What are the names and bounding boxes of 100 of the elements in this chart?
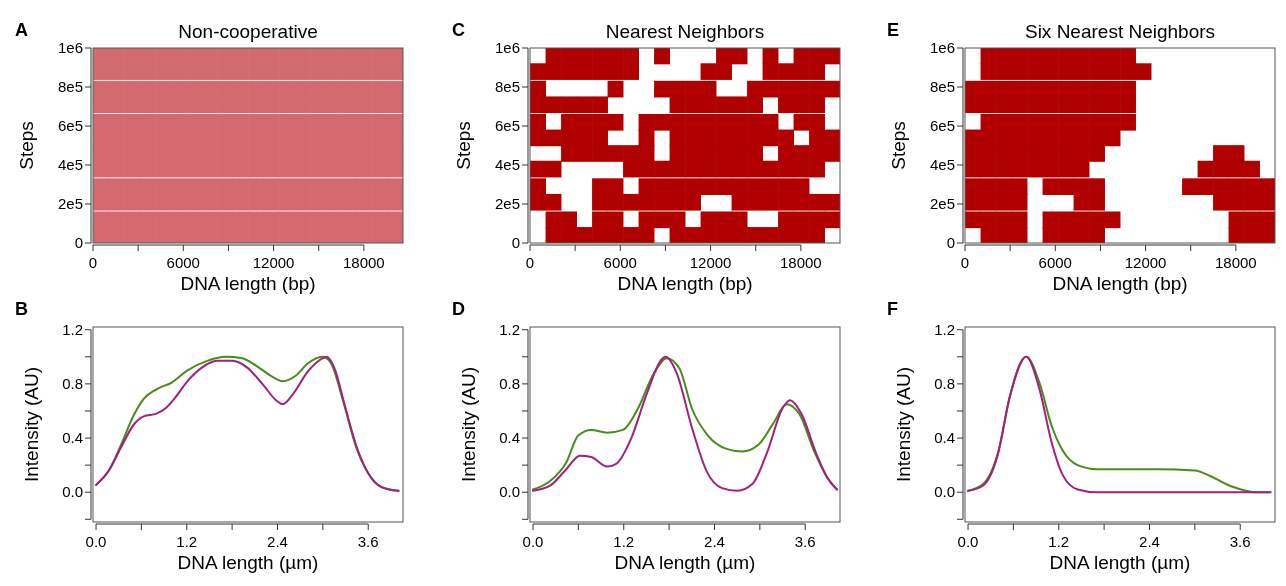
point (809, 227, 825, 243)
chart-title: Nearest Neighbors (605, 21, 765, 42)
x-tick-label: 0 (525, 254, 535, 271)
y-tick-label: 1.2 (934, 320, 955, 338)
point (731, 193, 748, 211)
y-tick-label: 4e5 (929, 156, 955, 173)
y-axis-title: Steps (16, 121, 37, 170)
y-tick-label: 2e5 (494, 195, 520, 212)
point (965, 211, 981, 229)
x-tick-label: 6000 (1038, 254, 1072, 271)
point (1042, 211, 1059, 229)
point (778, 63, 794, 80)
point (700, 178, 717, 195)
point (607, 145, 624, 162)
y-tick-label: 0.8 (499, 374, 520, 392)
x-axis-title: DNA length (bp) (617, 273, 753, 294)
point (809, 113, 825, 131)
text: F (887, 299, 898, 319)
x-tick-label: 0.0 (522, 533, 544, 550)
x-tick-label: 12000 (1124, 254, 1167, 271)
point (1182, 178, 1198, 195)
text: B (15, 299, 28, 319)
x-tick-label: 12000 (689, 254, 732, 271)
point (545, 129, 562, 147)
text: A (15, 20, 28, 40)
point (561, 211, 577, 229)
x-tick-label: 12000 (252, 254, 295, 271)
text: C (452, 20, 465, 40)
point (638, 178, 655, 195)
y-tick-label: 6e5 (929, 117, 955, 134)
point (824, 211, 840, 229)
x-tick-label: 0.0 (957, 533, 979, 550)
point (700, 211, 717, 229)
point (1089, 145, 1105, 162)
point (654, 160, 670, 178)
y-tick-label: 2e5 (929, 195, 955, 212)
point (1244, 160, 1260, 178)
point (747, 227, 763, 243)
y-tick-label: 1e6 (494, 39, 520, 56)
x-tick-label: 0 (960, 254, 970, 271)
y-tick-label: 4e5 (57, 156, 83, 173)
point (778, 129, 794, 147)
point (731, 96, 748, 114)
point (809, 96, 825, 114)
point (1228, 211, 1245, 229)
point (793, 113, 810, 131)
x-tick-label: 18000 (343, 254, 385, 271)
point (685, 227, 701, 243)
y-tick-label: 1.2 (62, 320, 83, 338)
point (762, 80, 779, 98)
y-tick-label: 6e5 (57, 117, 83, 134)
x-tick-label: 1.2 (176, 533, 198, 550)
y-tick-label: 6e5 (494, 117, 520, 134)
x-tick-label: 1.2 (613, 533, 635, 550)
point (530, 160, 546, 178)
point (824, 193, 840, 211)
point (980, 113, 997, 131)
point (623, 63, 639, 80)
point (623, 227, 639, 243)
y-tick-label: 1.2 (499, 320, 520, 338)
point (762, 63, 779, 80)
point (545, 96, 562, 114)
y-tick-label: 0 (511, 234, 520, 251)
x-tick-label: 3.6 (357, 533, 379, 550)
y-tick-label: 1e6 (929, 39, 955, 56)
point (1058, 178, 1074, 195)
y-tick-label: 0.4 (62, 429, 83, 447)
point (1089, 227, 1105, 243)
point (716, 96, 732, 114)
x-tick-label: 0.0 (85, 533, 107, 550)
x-tick-label: 18000 (1215, 254, 1257, 271)
point (1089, 178, 1105, 195)
point (762, 160, 779, 178)
y-axis-title: Steps (888, 121, 909, 170)
point (530, 113, 546, 131)
point (809, 63, 825, 80)
y-tick-label: 0.0 (62, 483, 83, 501)
x-tick-label: 0 (88, 254, 98, 271)
point (747, 96, 763, 114)
x-tick-label: 6000 (603, 254, 637, 271)
y-tick-label: 0.0 (934, 483, 955, 501)
y-tick-label: 0.4 (499, 429, 520, 447)
text: D (452, 299, 465, 319)
point (1104, 211, 1121, 229)
x-tick-label: 2.4 (704, 533, 725, 550)
point (654, 211, 670, 229)
point (638, 113, 655, 131)
chart-title: Six Nearest Neighbors (1024, 21, 1216, 42)
x-tick-label: 6000 (166, 254, 200, 271)
y-tick-label: 0.8 (934, 374, 955, 392)
text: E (887, 20, 900, 40)
x-tick-label: 3.6 (794, 533, 816, 550)
y-axis-title: Intensity (AU) (893, 366, 914, 483)
point (1120, 96, 1136, 114)
point (700, 63, 717, 80)
x-axis-title: DNA length (µm) (177, 552, 319, 573)
x-tick-label: 1.2 (1048, 533, 1070, 550)
point (530, 178, 546, 195)
y-tick-label: 0.0 (499, 483, 520, 501)
point (592, 96, 608, 114)
